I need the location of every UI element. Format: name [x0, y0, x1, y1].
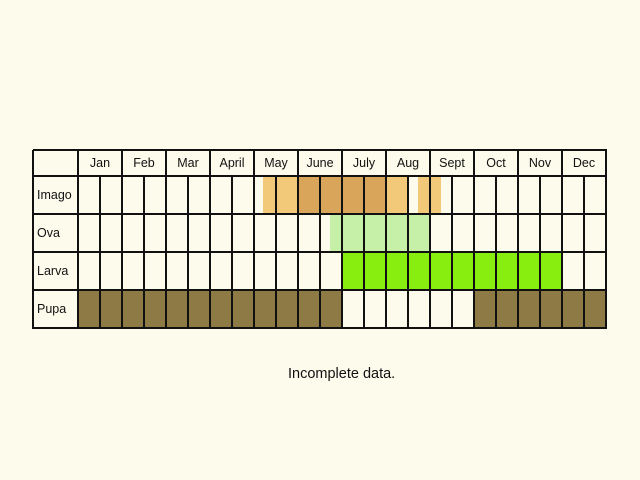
month-header-may: May	[264, 156, 288, 170]
month-header-aug: Aug	[396, 156, 420, 170]
grid-line-h	[33, 149, 607, 151]
stage-fill-imago	[386, 176, 408, 214]
grid-line-half	[99, 176, 101, 328]
grid-line-half	[407, 176, 409, 328]
grid-line-half	[495, 176, 497, 328]
grid-line-half	[275, 176, 277, 328]
month-header-sept: Sept	[439, 156, 465, 170]
grid-line-half	[363, 176, 365, 328]
grid-line-half	[143, 176, 145, 328]
stage-label-pupa: Pupa	[37, 302, 67, 316]
grid-line-v	[561, 150, 563, 329]
stage-label-ova: Ova	[37, 226, 60, 240]
grid-line-v	[121, 150, 123, 329]
grid-line-v	[385, 150, 387, 329]
grid-line-v	[605, 150, 607, 329]
incomplete-data-note: Incomplete data.	[288, 366, 396, 382]
grid-line-half	[231, 176, 233, 328]
month-header-oct: Oct	[486, 156, 506, 170]
grid-line-v	[77, 150, 79, 329]
stage-label-imago: Imago	[37, 188, 72, 202]
month-header-feb: Feb	[133, 156, 155, 170]
month-header-jan: Jan	[89, 156, 111, 170]
stage-fill-ova	[330, 214, 430, 252]
month-header-july: July	[352, 156, 376, 170]
month-header-june: June	[306, 156, 334, 170]
month-header-nov: Nov	[528, 156, 552, 170]
grid-line-v	[429, 150, 431, 329]
grid-line-v	[297, 150, 299, 329]
grid-line-half	[319, 176, 321, 328]
grid-line-v	[32, 150, 34, 329]
month-header-mar: Mar	[177, 156, 199, 170]
month-header-april: April	[219, 156, 245, 170]
grid-line-half	[539, 176, 541, 328]
grid-line-v	[165, 150, 167, 329]
grid-line-half	[451, 176, 453, 328]
grid-line-v	[341, 150, 343, 329]
grid-line-v	[209, 150, 211, 329]
grid-line-v	[253, 150, 255, 329]
stage-fill-imago	[262, 176, 298, 214]
grid-line-h	[33, 327, 607, 329]
month-header-dec: Dec	[572, 156, 596, 170]
stage-label-larva: Larva	[37, 264, 69, 278]
grid-line-v	[517, 150, 519, 329]
grid-line-v	[473, 150, 475, 329]
grid-line-half	[187, 176, 189, 328]
grid-line-half	[583, 176, 585, 328]
